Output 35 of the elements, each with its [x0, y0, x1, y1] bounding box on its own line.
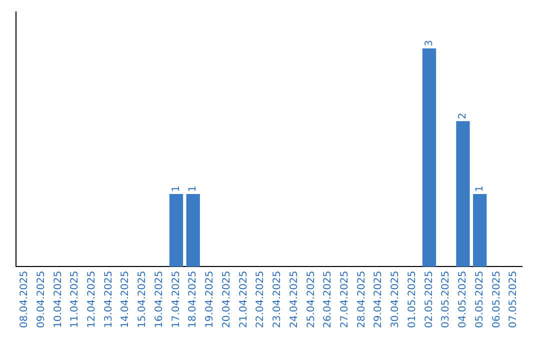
x-tick-label: 27.04.2025 — [339, 270, 350, 328]
x-tick-label: 08.04.2025 — [19, 270, 30, 328]
data-label: 3 — [424, 40, 435, 46]
data-label: 1 — [170, 186, 182, 192]
x-tick-label: 23.04.2025 — [272, 270, 284, 328]
x-tick-label: 01.05.2025 — [406, 270, 418, 328]
x-tick-label: 18.04.2025 — [188, 270, 199, 328]
x-tick-label: 19.04.2025 — [204, 270, 216, 328]
x-tick-label: 29.04.2025 — [373, 270, 384, 328]
x-tick-label: 28.04.2025 — [356, 270, 368, 328]
data-label: 2 — [458, 112, 469, 120]
x-tick-label: 21.04.2025 — [238, 270, 250, 328]
x-tick-label: 16.04.2025 — [154, 270, 165, 328]
x-tick-label: 05.05.2025 — [474, 270, 486, 328]
x-tick-label: 14.04.2025 — [120, 270, 132, 328]
x-tick-label: 02.05.2025 — [424, 270, 435, 328]
x-tick-label: 06.05.2025 — [491, 270, 502, 328]
x-tick-label: 04.05.2025 — [458, 270, 469, 328]
x-tick-label: 30.04.2025 — [390, 270, 402, 328]
x-tick-label: 25.04.2025 — [306, 270, 317, 328]
x-tick-label: 22.04.2025 — [255, 270, 266, 328]
x-tick-label: 03.05.2025 — [440, 270, 452, 328]
x-tick-label: 17.04.2025 — [170, 270, 182, 328]
data-label: 1 — [474, 186, 486, 192]
x-tick-label: 20.04.2025 — [221, 270, 232, 328]
x-tick-label: 09.04.2025 — [36, 270, 47, 328]
data-label: 1 — [188, 186, 199, 192]
x-tick-label: 15.04.2025 — [137, 270, 148, 328]
x-tick-label: 07.05.2025 — [508, 270, 520, 328]
x-tick-label: 10.04.2025 — [52, 270, 64, 328]
x-tick-label: 26.04.2025 — [322, 270, 334, 328]
x-tick-label: 11.04.2025 — [70, 270, 81, 328]
x-tick-label: 13.04.2025 — [103, 270, 114, 328]
x-tick-label: 24.04.2025 — [288, 270, 300, 328]
x-tick-label: 12.04.2025 — [86, 270, 98, 328]
